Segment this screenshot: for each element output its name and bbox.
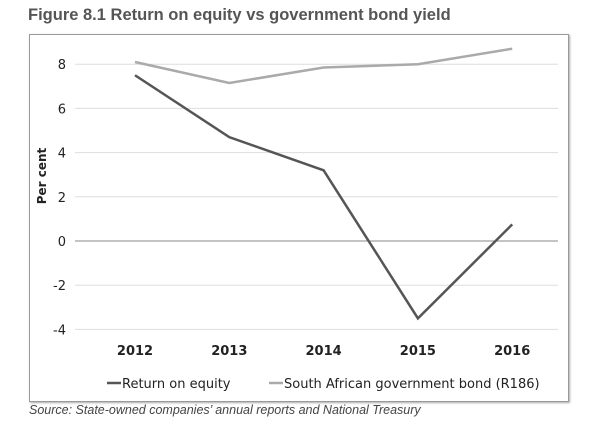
legend-label: Return on equity [122,377,231,392]
chart-frame [29,34,569,402]
x-tick-label: 2012 [117,344,153,359]
figure-title: Figure 8.1 Return on equity vs governmen… [28,6,451,24]
series-line-bond-yield [134,47,513,85]
y-tick-label: -4 [53,323,66,338]
x-tick-label: 2014 [306,344,342,359]
x-tick-label: 2016 [494,344,530,359]
x-tick-label: 2015 [400,344,436,359]
y-tick-label: 6 [58,102,66,117]
y-tick-label: -2 [53,279,66,294]
x-tick-label: 2013 [211,344,247,359]
y-tick-label: 2 [58,191,66,206]
source-note: Source: State-owned companies’ annual re… [29,403,421,417]
legend-label: South African government bond (R186) [284,377,540,392]
y-tick-label: 8 [58,58,66,73]
y-tick-label: 4 [58,147,66,162]
y-axis-label: Per cent [35,147,49,204]
y-tick-label: 0 [58,235,66,250]
